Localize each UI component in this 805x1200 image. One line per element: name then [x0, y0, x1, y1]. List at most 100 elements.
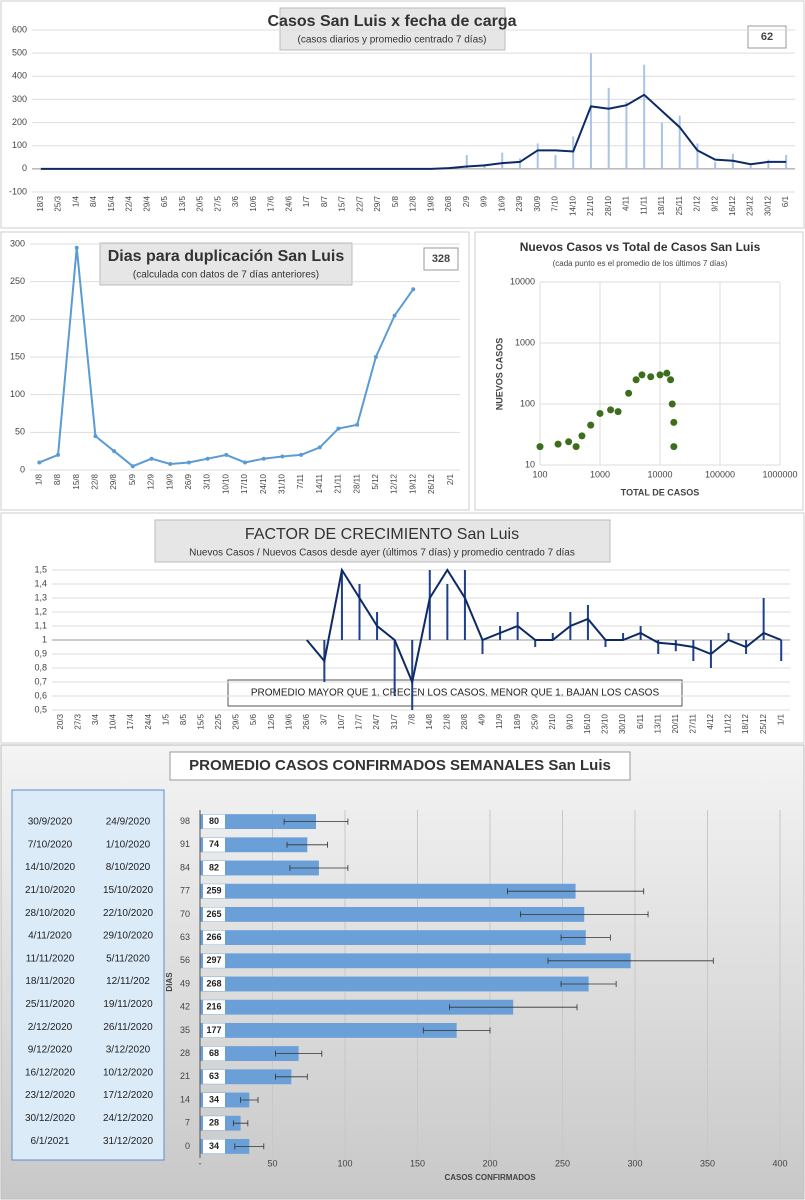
- value-label-bg: [203, 977, 225, 991]
- x-tick-label: 50: [267, 1158, 277, 1168]
- x-tick-label: 10/10: [221, 473, 230, 494]
- x-tick-label: 4/11: [622, 195, 631, 211]
- chart-title: Nuevos Casos vs Total de Casos San Luis: [520, 240, 761, 254]
- y-tick-label: 0,5: [34, 704, 47, 714]
- value-label-bg: [203, 1046, 225, 1061]
- x-tick-label: 27/5: [213, 195, 222, 211]
- annotation: 62: [761, 31, 773, 43]
- bar: [200, 883, 576, 899]
- value-label: 63: [209, 1071, 219, 1081]
- x-tick-label: 1/1: [776, 713, 785, 725]
- y-tick-label: 98: [180, 816, 190, 826]
- bar: [340, 570, 343, 640]
- y-tick-label: 150: [10, 351, 25, 361]
- y-tick-label: 0: [20, 464, 25, 474]
- x-tick-label: 26/6: [302, 713, 311, 729]
- point: [554, 440, 562, 448]
- x-tick-label: 15/5: [196, 713, 205, 729]
- bar: [714, 161, 717, 169]
- point: [625, 389, 633, 397]
- table-cell: 10/12/2020: [103, 1067, 153, 1078]
- table-cell: 6/1/2021: [31, 1136, 70, 1147]
- y-tick-label: 300: [12, 94, 27, 104]
- bar: [749, 165, 752, 169]
- x-tick-label: 9/12: [710, 195, 719, 211]
- value-label: 28: [209, 1118, 219, 1128]
- x-tick-label: 6/11: [636, 713, 645, 729]
- point: [243, 460, 247, 465]
- x-tick-label: 4/9: [478, 713, 487, 725]
- x-tick-label: 26/8: [444, 195, 453, 211]
- y-tick-label: 1,3: [34, 592, 47, 602]
- value-label-bg: [203, 884, 225, 899]
- x-tick-label: 400: [772, 1158, 787, 1168]
- table-cell: 16/12/2020: [25, 1067, 75, 1078]
- x-tick-label: 22/5: [214, 713, 223, 729]
- table-cell: 21/10/2020: [25, 885, 75, 896]
- point: [299, 452, 304, 457]
- x-tick-label: 1/5: [161, 713, 170, 725]
- value-label: 34: [209, 1141, 219, 1151]
- x-tick-label: 10000: [647, 469, 672, 479]
- y-tick-label: 10000: [510, 276, 535, 286]
- bar: [678, 115, 681, 169]
- x-tick-label: 6/5: [160, 195, 169, 207]
- x-tick-label: 5/12: [371, 473, 380, 489]
- bar: [518, 158, 521, 169]
- x-tick-label: 22/4: [125, 195, 134, 211]
- y-tick-label: 250: [10, 276, 25, 286]
- annotation: PROMEDIO MAYOR QUE 1, CRECEN LOS CASOS, …: [251, 688, 660, 699]
- annotation-box: [423, 247, 459, 271]
- x-tick-label: 23/10: [601, 713, 610, 734]
- bar: [607, 87, 610, 169]
- title-box: [279, 7, 506, 51]
- point: [578, 432, 586, 440]
- y-tick-label: 84: [180, 862, 190, 872]
- y-tick-label: 0: [22, 163, 27, 173]
- value-label-bg: [203, 907, 225, 922]
- y-tick-label: 42: [180, 1002, 190, 1012]
- chart-subtitle: Nuevos Casos / Nuevos Casos desde ayer (…: [189, 548, 575, 559]
- point: [336, 426, 341, 431]
- x-tick-label: 30/10: [618, 713, 627, 734]
- y-tick-label: 21: [180, 1071, 190, 1081]
- x-tick-label: 7/11: [296, 473, 305, 489]
- table-cell: 19/11/2020: [103, 999, 153, 1010]
- bar: [483, 164, 486, 169]
- x-tick-label: 29/8: [109, 473, 118, 489]
- x-tick-label: 1000000: [762, 469, 797, 479]
- error-bar: [507, 888, 645, 895]
- y-tick-label: 35: [180, 1025, 190, 1035]
- x-tick-label: 20/11: [671, 713, 680, 733]
- y-tick-label: 200: [12, 117, 27, 127]
- x-tick-label: 19/6: [284, 713, 293, 729]
- table-cell: 9/12/2020: [28, 1045, 73, 1056]
- point: [261, 456, 266, 461]
- x-tick-label: 19/8: [426, 195, 435, 211]
- x-tick-label: 18/11: [657, 195, 666, 215]
- x-tick-label: 29/4: [142, 195, 151, 211]
- x-tick-label: 22/8: [91, 473, 100, 489]
- point: [74, 245, 79, 250]
- x-tick-label: 16/9: [497, 195, 506, 211]
- annotation-box: [747, 25, 787, 49]
- x-tick-label: 21/11: [334, 473, 343, 493]
- x-tick-label: 25/9: [530, 713, 539, 729]
- y-tick-label: 500: [12, 48, 27, 58]
- x-tick-label: 24/6: [284, 195, 293, 211]
- x-tick-label: 11/11: [639, 195, 648, 214]
- chart-title: FACTOR DE CRECIMIENTO San Luis: [245, 526, 519, 543]
- point: [130, 464, 135, 469]
- y-tick-label: 1,2: [34, 606, 47, 616]
- y-tick-label: 70: [180, 909, 190, 919]
- table-cell: 7/10/2020: [28, 839, 73, 850]
- bar: [200, 837, 308, 853]
- table-cell: 8/10/2020: [106, 862, 151, 873]
- table-cell: 2/12/2020: [28, 1022, 73, 1033]
- table-cell: 5/11/2020: [106, 953, 150, 964]
- x-tick-label: -: [199, 1158, 202, 1168]
- x-tick-label: 8/4: [89, 195, 98, 207]
- x-tick-label: 3/6: [231, 195, 240, 207]
- point: [656, 371, 664, 379]
- value-label-bg: [203, 1093, 225, 1107]
